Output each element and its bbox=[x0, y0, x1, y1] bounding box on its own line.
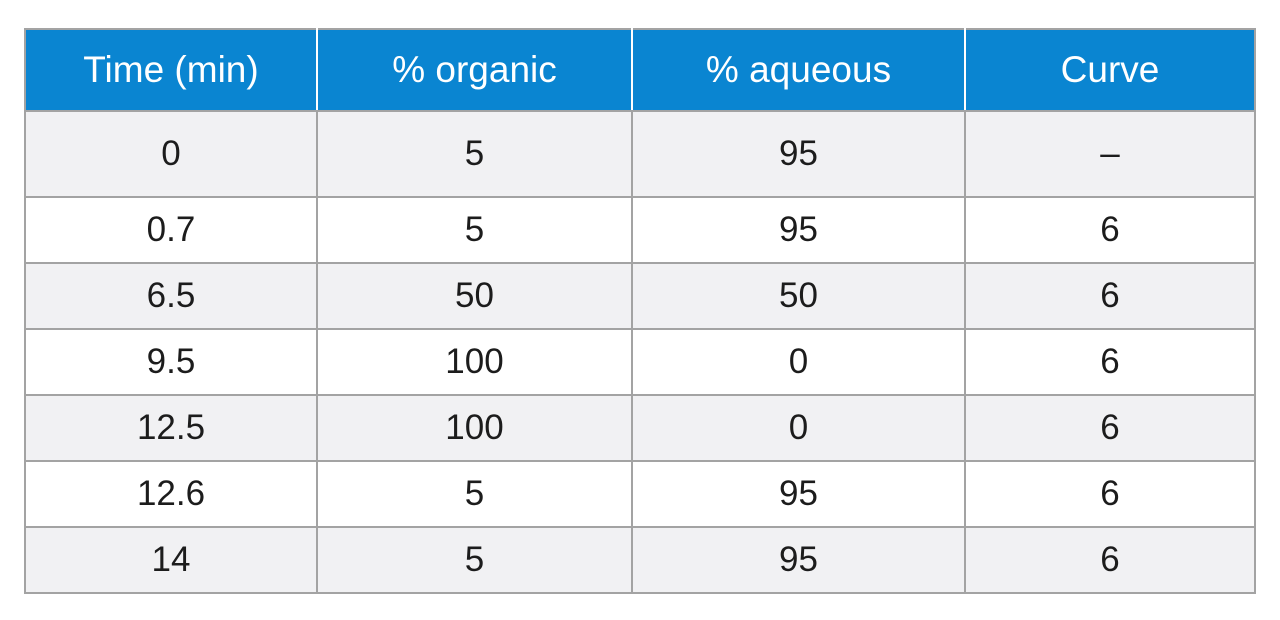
cell-time: 6.5 bbox=[24, 262, 318, 330]
cell-curve: 6 bbox=[964, 328, 1256, 396]
cell-curve: 6 bbox=[964, 460, 1256, 528]
cell-aqueous: 95 bbox=[631, 196, 966, 264]
column-header-organic: % organic bbox=[316, 29, 633, 112]
cell-aqueous: 95 bbox=[631, 460, 966, 528]
table-row: 12.6 5 95 6 bbox=[24, 460, 1256, 528]
table-row: 12.5 100 0 6 bbox=[24, 394, 1256, 462]
cell-organic: 50 bbox=[316, 262, 633, 330]
table-row: 6.5 50 50 6 bbox=[24, 262, 1256, 330]
cell-curve: 6 bbox=[964, 394, 1256, 462]
gradient-table: Time (min) % organic % aqueous Curve 0 5… bbox=[24, 28, 1256, 594]
table-header-row: Time (min) % organic % aqueous Curve bbox=[25, 29, 1255, 112]
gradient-table-container: Time (min) % organic % aqueous Curve 0 5… bbox=[24, 28, 1256, 594]
cell-curve: – bbox=[964, 110, 1256, 198]
cell-time: 14 bbox=[24, 526, 318, 594]
column-header-time: Time (min) bbox=[25, 29, 318, 112]
cell-organic: 5 bbox=[316, 460, 633, 528]
cell-organic: 100 bbox=[316, 394, 633, 462]
cell-organic: 5 bbox=[316, 526, 633, 594]
cell-time: 12.6 bbox=[24, 460, 318, 528]
column-header-curve: Curve bbox=[964, 29, 1255, 112]
cell-time: 0 bbox=[24, 110, 318, 198]
cell-aqueous: 0 bbox=[631, 394, 966, 462]
cell-time: 12.5 bbox=[24, 394, 318, 462]
cell-curve: 6 bbox=[964, 262, 1256, 330]
table-row: 0 5 95 – bbox=[24, 110, 1256, 198]
cell-curve: 6 bbox=[964, 526, 1256, 594]
cell-aqueous: 95 bbox=[631, 110, 966, 198]
cell-organic: 5 bbox=[316, 110, 633, 198]
cell-organic: 100 bbox=[316, 328, 633, 396]
cell-time: 0.7 bbox=[24, 196, 318, 264]
cell-time: 9.5 bbox=[24, 328, 318, 396]
table-row: 0.7 5 95 6 bbox=[24, 196, 1256, 264]
cell-aqueous: 50 bbox=[631, 262, 966, 330]
column-header-aqueous: % aqueous bbox=[631, 29, 966, 112]
table-row: 9.5 100 0 6 bbox=[24, 328, 1256, 396]
cell-curve: 6 bbox=[964, 196, 1256, 264]
cell-aqueous: 0 bbox=[631, 328, 966, 396]
table-row: 14 5 95 6 bbox=[24, 526, 1256, 594]
cell-aqueous: 95 bbox=[631, 526, 966, 594]
cell-organic: 5 bbox=[316, 196, 633, 264]
